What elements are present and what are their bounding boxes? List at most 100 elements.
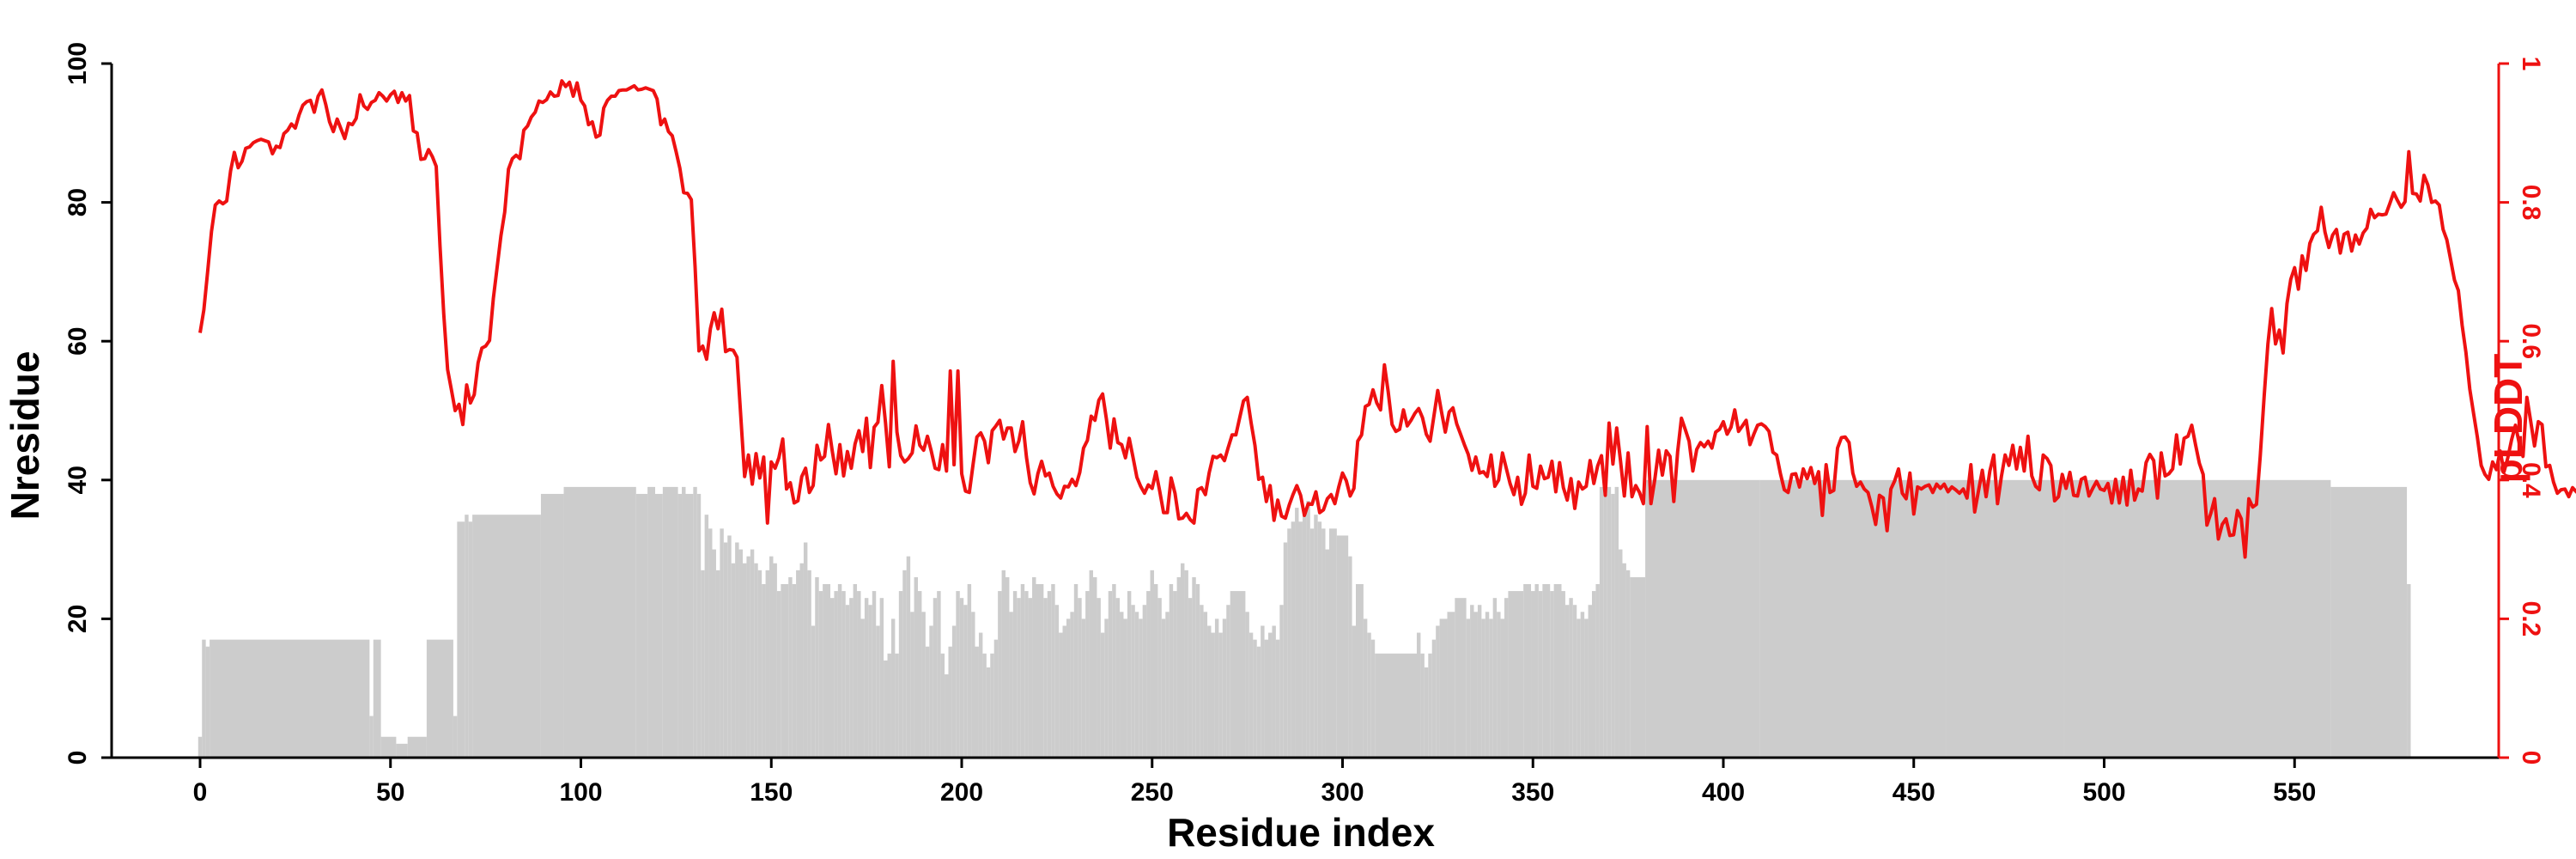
nresidue-bar [769, 556, 774, 758]
nresidue-bar [998, 591, 1002, 758]
nresidue-bar [1073, 584, 1078, 758]
nresidue-bar [1207, 625, 1212, 758]
nresidue-bar [1028, 598, 1033, 758]
nresidue-bar [1097, 598, 1101, 758]
nresidue-bar [1017, 598, 1021, 758]
nresidue-bar [1614, 486, 1619, 758]
nresidue-bar [1348, 556, 1352, 758]
x-tick-label: 200 [940, 778, 983, 807]
nresidue-bar [940, 653, 945, 758]
nresidue-bar [887, 653, 891, 758]
nresidue-bar [380, 736, 397, 758]
nresidue-bar [1001, 570, 1006, 758]
x-tick-label: 300 [1321, 778, 1364, 807]
nresidue-bar [1622, 563, 1626, 758]
nresidue-bar [1279, 605, 1284, 758]
nresidue-bar [1085, 591, 1090, 758]
nresidue-bar [1123, 618, 1127, 758]
nresidue-bar [1619, 549, 1623, 758]
nresidue-bar [864, 598, 869, 758]
nresidue-bar [205, 646, 210, 758]
nresidue-bar [738, 549, 743, 758]
nresidue-bar [1363, 618, 1368, 758]
nresidue-bar [967, 584, 972, 758]
nresidue-bar [978, 632, 983, 758]
nresidue-bar [1165, 612, 1170, 758]
nresidue-bar [1264, 639, 1269, 758]
nresidue-bar [1588, 605, 1592, 758]
nresidue-bar [776, 591, 781, 758]
nresidue-bar [971, 612, 975, 758]
nresidue-bar [1352, 625, 1357, 758]
nresidue-bar [1473, 612, 1478, 758]
nresidue-bar [1431, 639, 1437, 758]
nresidue-bar [1146, 591, 1151, 758]
nresidue-bar [1317, 521, 1322, 758]
nresidue-bar [945, 674, 949, 758]
nresidue-bar [2330, 486, 2408, 758]
nresidue-bar [682, 486, 686, 758]
nresidue-bar [720, 528, 724, 758]
nresidue-bar [1218, 632, 1223, 758]
plddt-line-layer [198, 79, 2576, 559]
nresidue-bar [1176, 576, 1182, 758]
nresidue-bar [1230, 591, 1246, 758]
x-tick-label: 150 [750, 778, 793, 807]
nresidue-bar [853, 584, 858, 758]
nresidue-bar [1325, 549, 1329, 758]
nresidue-bar [407, 736, 427, 758]
nresidue-bar [1161, 618, 1166, 758]
nresidue-bar [1508, 591, 1524, 758]
nresidue-bar [1370, 639, 1376, 758]
nresidue-bar [879, 598, 884, 758]
nresidue-bar [837, 584, 842, 758]
nresidue-bar [757, 570, 762, 758]
nresidue-bar [1127, 591, 1132, 758]
x-tick-label: 550 [2273, 778, 2316, 807]
nresidue-bar [1436, 625, 1440, 758]
nresidue-bar [1336, 535, 1349, 758]
nresidue-bar [1051, 584, 1055, 758]
nresidue-bar [963, 605, 968, 758]
nresidue-bar [1142, 605, 1147, 758]
nresidue-bar [906, 556, 911, 758]
nresidue-bar [647, 486, 655, 758]
x-axis-title: Residue index [1167, 810, 1435, 855]
y2-tick-label: 0.4 [2517, 462, 2545, 498]
nresidue-bar [1253, 639, 1257, 758]
nresidue-bar [910, 612, 914, 758]
nresidue-bar [1497, 612, 1501, 758]
nresidue-bar [933, 598, 938, 758]
nresidue-bar [1066, 618, 1071, 758]
nresidue-bar [1115, 598, 1121, 758]
nresidue-bar [1572, 605, 1577, 758]
nresidue-bar [818, 591, 823, 758]
y-tick-label: 100 [64, 42, 92, 85]
nresidue-bar [1261, 625, 1265, 758]
nresidue-bar [1078, 598, 1082, 758]
nresidue-bar [742, 563, 747, 758]
nresidue-bar [1306, 501, 1310, 758]
nresidue-bar [712, 549, 716, 758]
nresidue-bar [986, 667, 991, 758]
nresidue-bar [890, 618, 896, 758]
x-tick-label: 0 [193, 778, 208, 807]
nresidue-bar [948, 646, 952, 758]
nresidue-bar [1428, 653, 1432, 758]
nresidue-bar [1120, 612, 1124, 758]
nresidue-bar [796, 570, 800, 758]
nresidue-bar [746, 556, 750, 758]
nresidue-bar [1481, 618, 1485, 758]
nresidue-bar [1591, 591, 1596, 758]
nresidue-bar [956, 591, 960, 758]
nresidue-bar [2063, 479, 2331, 758]
nresidue-bar [426, 639, 453, 758]
nresidue-bar [468, 521, 473, 758]
nresidue-bar [959, 598, 964, 758]
y-tick-label: 40 [64, 466, 92, 494]
nresidue-bar [975, 646, 979, 758]
nresidue-bar [1420, 653, 1425, 758]
nresidue-bar [872, 591, 877, 758]
nresidue-bar [1314, 515, 1318, 758]
